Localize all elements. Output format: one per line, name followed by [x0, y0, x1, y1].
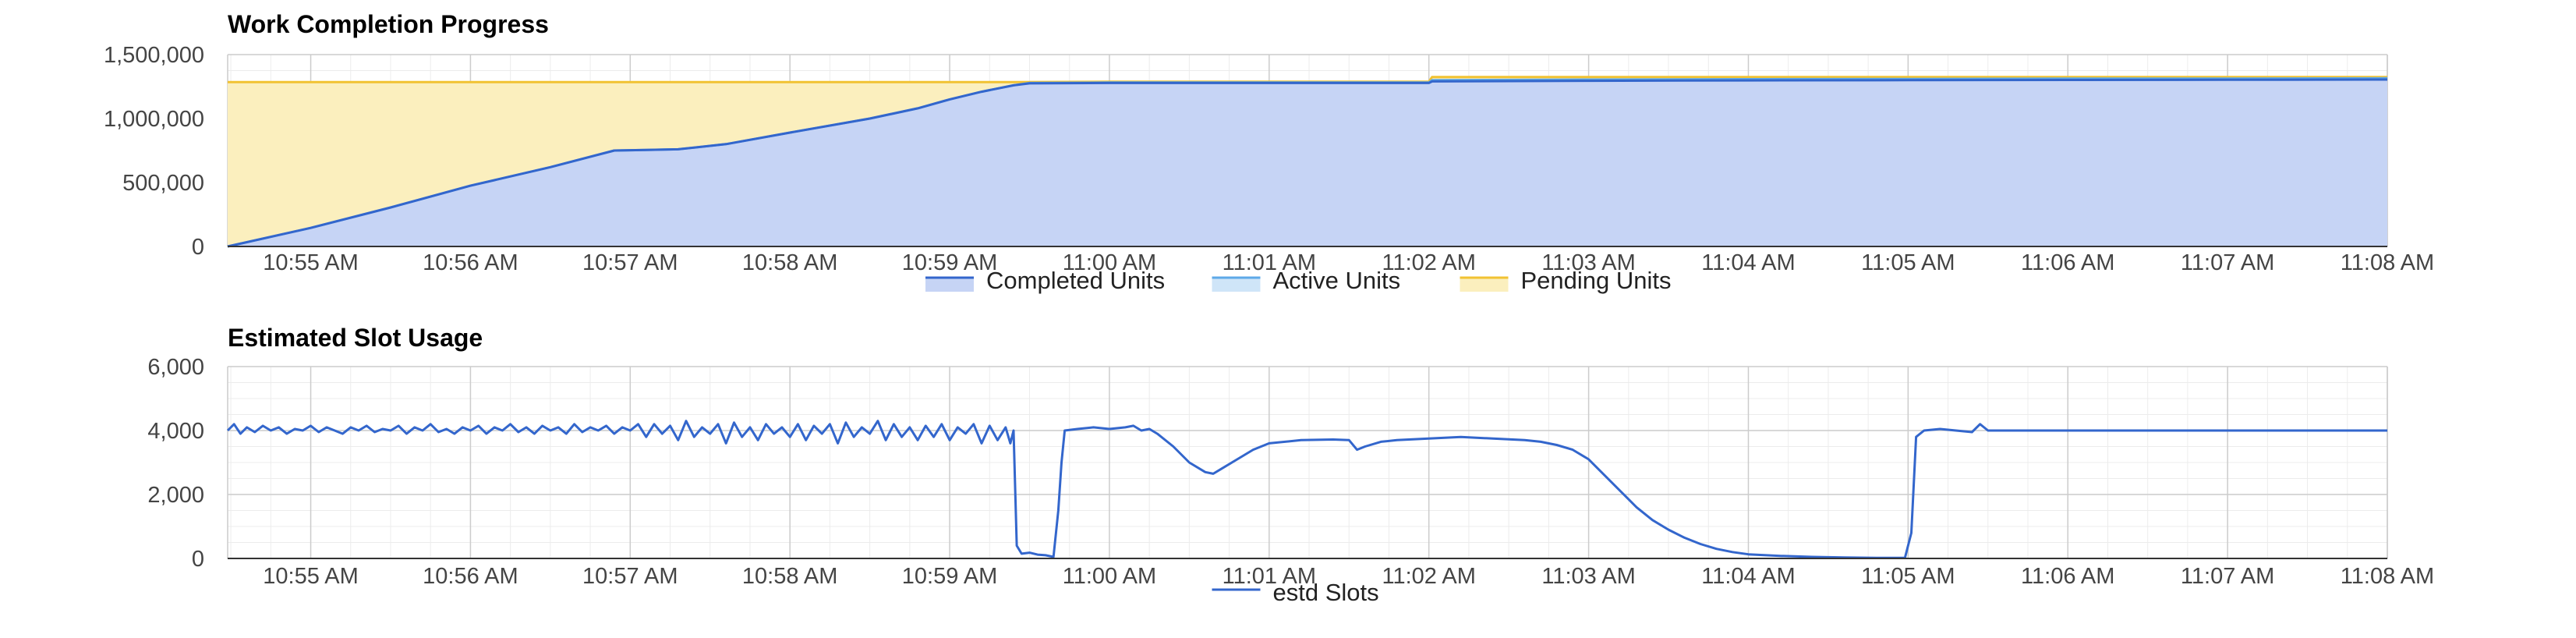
x-tick-label: 11:03 AM: [1541, 564, 1635, 589]
y-tick-label: 0: [192, 235, 204, 260]
x-tick-label: 10:57 AM: [582, 564, 678, 589]
x-tick-label: 11:02 AM: [1382, 250, 1476, 275]
y-tick-label: 1,000,000: [104, 107, 204, 132]
y-tick-label: 6,000: [147, 355, 204, 380]
x-tick-label: 10:59 AM: [902, 564, 998, 589]
x-tick-label: 11:07 AM: [2181, 564, 2274, 589]
work-completion-chart: Work Completion Progress 0 500,000 1,000,0…: [104, 10, 2434, 294]
x-tick-label: 11:04 AM: [1701, 564, 1795, 589]
x-tick-label: 11:04 AM: [1701, 250, 1795, 275]
slot-usage-x-ticks: 10:55 AM 10:56 AM 10:57 AM 10:58 AM 10:59 AM…: [263, 564, 2434, 589]
legend-swatch-fill: [925, 278, 974, 292]
x-tick-label: 11:05 AM: [1861, 564, 1955, 589]
x-tick-label: 10:59 AM: [902, 250, 998, 275]
series-line-estd-slots: [226, 420, 2387, 559]
x-tick-label: 10:58 AM: [742, 564, 838, 589]
work-completion-lines: [227, 76, 2388, 248]
x-tick-label: 10:56 AM: [423, 564, 518, 589]
legend-label: Active Units: [1273, 267, 1401, 294]
x-tick-label: 10:55 AM: [263, 250, 359, 275]
legend-item-pending-units: Pending Units: [1460, 267, 1672, 294]
x-tick-label: 11:02 AM: [1382, 564, 1476, 589]
legend-item-active-units: Active Units: [1212, 267, 1401, 294]
series-line-completed-units: [227, 78, 2388, 248]
x-tick-label: 11:03 AM: [1541, 250, 1635, 275]
legend-swatch-fill: [1212, 278, 1261, 292]
legend-label: estd Slots: [1273, 579, 1379, 606]
x-tick-label: 11:05 AM: [1861, 250, 1955, 275]
x-tick-label: 10:56 AM: [423, 250, 518, 275]
legend-label: Completed Units: [986, 267, 1165, 294]
slot-usage-title: Estimated Slot Usage: [228, 324, 483, 352]
slot-usage-chart: Estimated Slot Usage 0 2,000 4,000 6,000 10…: [147, 324, 2434, 606]
y-tick-label: 1,500,000: [104, 43, 204, 68]
legend-item-completed-units: Completed Units: [925, 267, 1165, 294]
legend-swatch-fill: [1460, 278, 1509, 292]
y-tick-label: 500,000: [122, 171, 204, 196]
slot-usage-y-ticks: 0 2,000 4,000 6,000: [147, 355, 204, 572]
x-tick-label: 11:00 AM: [1063, 250, 1156, 275]
slot-usage-grid: [227, 366, 2388, 559]
y-tick-label: 4,000: [147, 419, 204, 444]
x-tick-label: 11:08 AM: [2341, 564, 2434, 589]
work-completion-x-ticks: 10:55 AM 10:56 AM 10:57 AM 10:58 AM 10:59 AM…: [263, 250, 2434, 275]
legend-label: Pending Units: [1521, 267, 1672, 294]
x-tick-label: 11:07 AM: [2181, 250, 2274, 275]
x-tick-label: 10:58 AM: [742, 250, 838, 275]
y-tick-label: 0: [192, 547, 204, 572]
work-completion-y-ticks: 0 500,000 1,000,000 1,500,000: [104, 43, 204, 260]
work-completion-areas: [228, 76, 2387, 246]
x-tick-label: 11:06 AM: [2021, 250, 2114, 275]
area-completed-units: [228, 80, 2387, 246]
x-tick-label: 10:57 AM: [582, 250, 678, 275]
slot-usage-lines: [226, 420, 2387, 559]
work-completion-legend: Completed Units Active Units Pending Units: [925, 267, 1672, 294]
y-tick-label: 2,000: [147, 483, 204, 508]
slot-usage-legend: estd Slots: [1212, 579, 1379, 606]
legend-item-estd-slots: estd Slots: [1212, 579, 1379, 606]
x-tick-label: 11:08 AM: [2341, 250, 2434, 275]
x-tick-label: 11:01 AM: [1223, 250, 1316, 275]
x-tick-label: 11:01 AM: [1223, 564, 1316, 589]
x-tick-label: 10:55 AM: [263, 564, 359, 589]
x-tick-label: 11:00 AM: [1063, 564, 1156, 589]
x-tick-label: 11:06 AM: [2021, 564, 2114, 589]
work-completion-title: Work Completion Progress: [228, 10, 549, 38]
